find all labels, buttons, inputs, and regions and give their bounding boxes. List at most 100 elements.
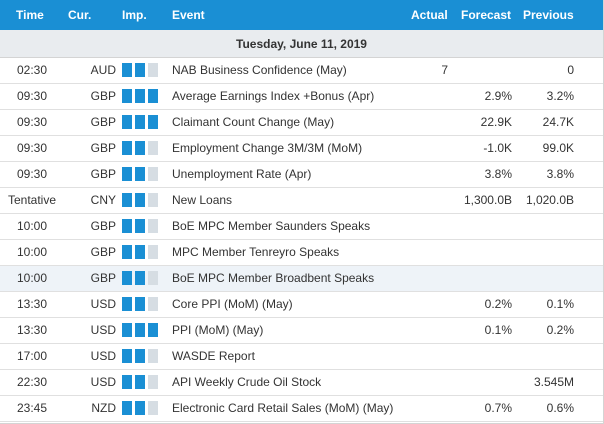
event-name[interactable]: Unemployment Rate (Apr) <box>172 167 312 181</box>
event-previous: 99.0K <box>542 141 574 155</box>
event-row[interactable]: 13:30 USD PPI (MoM) (May) 0.1% 0.2% <box>0 318 603 344</box>
previous-column-header[interactable]: Previous <box>523 8 574 22</box>
currency-column-header[interactable]: Cur. <box>68 8 92 22</box>
impact-indicator <box>122 89 160 103</box>
event-time: 09:30 <box>16 141 48 155</box>
impact-bar-icon <box>135 271 145 285</box>
impact-indicator <box>122 375 160 389</box>
event-previous: 3.2% <box>546 89 574 103</box>
event-currency: USD <box>90 375 116 389</box>
event-forecast: 0.7% <box>484 401 512 415</box>
event-name[interactable]: PPI (MoM) (May) <box>172 323 264 337</box>
event-row[interactable]: 17:00 USD WASDE Report <box>0 344 603 370</box>
impact-indicator <box>122 141 160 155</box>
event-name[interactable]: New Loans <box>172 193 233 207</box>
importance-column-header[interactable]: Imp. <box>122 8 147 22</box>
event-name[interactable]: Claimant Count Change (May) <box>172 115 335 129</box>
impact-bar-icon <box>148 167 158 181</box>
event-currency: CNY <box>90 193 116 207</box>
impact-bar-icon <box>122 63 132 77</box>
event-previous: 0.2% <box>546 323 574 337</box>
event-currency: GBP <box>90 245 116 259</box>
event-row[interactable]: 22:30 USD API Weekly Crude Oil Stock 3.545M <box>0 370 603 396</box>
event-row[interactable]: Tentative CNY New Loans 1,300.0B 1,020.0B <box>0 188 603 214</box>
impact-bar-icon <box>148 297 158 311</box>
impact-bar-icon <box>135 349 145 363</box>
event-row[interactable]: 09:30 GBP Average Earnings Index +Bonus (A… <box>0 84 603 110</box>
event-name[interactable]: Core PPI (MoM) (May) <box>172 297 293 311</box>
time-column-header[interactable]: Time <box>16 8 44 22</box>
impact-bar-icon <box>122 115 132 129</box>
date-header: Tuesday, June 11, 2019 <box>0 30 603 58</box>
event-currency: GBP <box>90 89 116 103</box>
event-name[interactable]: Average Earnings Index +Bonus (Apr) <box>172 89 375 103</box>
impact-indicator <box>122 167 160 181</box>
event-time: 13:30 <box>16 323 48 337</box>
event-previous: 3.8% <box>546 167 574 181</box>
impact-bar-icon <box>148 401 158 415</box>
event-row[interactable]: 09:30 GBP Employment Change 3M/3M (MoM) -1.… <box>0 136 603 162</box>
impact-indicator <box>122 297 160 311</box>
impact-bar-icon <box>148 115 158 129</box>
event-forecast: -1.0K <box>483 141 512 155</box>
impact-bar-icon <box>148 349 158 363</box>
event-forecast: 2.9% <box>484 89 512 103</box>
event-row[interactable]: 13:30 USD Core PPI (MoM) (May) 0.2% 0.1% <box>0 292 603 318</box>
event-time: 10:00 <box>16 219 48 233</box>
impact-bar-icon <box>135 167 145 181</box>
impact-bar-icon <box>122 349 132 363</box>
event-name[interactable]: MPC Member Tenreyro Speaks <box>172 245 340 259</box>
impact-indicator <box>122 245 160 259</box>
impact-bar-icon <box>148 89 158 103</box>
event-currency: AUD <box>90 63 116 77</box>
event-forecast: 0.1% <box>484 323 512 337</box>
event-forecast: 1,300.0B <box>463 193 512 207</box>
event-name[interactable]: NAB Business Confidence (May) <box>172 63 347 77</box>
event-name[interactable]: WASDE Report <box>172 349 255 363</box>
impact-bar-icon <box>148 63 158 77</box>
impact-bar-icon <box>135 297 145 311</box>
impact-bar-icon <box>148 141 158 155</box>
actual-column-header[interactable]: Actual <box>411 8 448 22</box>
event-column-header[interactable]: Event <box>172 8 205 22</box>
impact-bar-icon <box>122 297 132 311</box>
impact-bar-icon <box>148 323 158 337</box>
impact-bar-icon <box>148 245 158 259</box>
event-row[interactable]: 10:00 GBP MPC Member Tenreyro Speaks <box>0 240 603 266</box>
event-row[interactable]: 09:30 GBP Unemployment Rate (Apr) 3.8% 3.8% <box>0 162 603 188</box>
event-forecast: 22.9K <box>480 115 512 129</box>
event-row[interactable]: 10:00 GBP BoE MPC Member Broadbent Speaks <box>0 266 603 292</box>
impact-bar-icon <box>135 141 145 155</box>
event-name[interactable]: BoE MPC Member Broadbent Speaks <box>172 271 375 285</box>
impact-indicator <box>122 63 160 77</box>
impact-bar-icon <box>122 219 132 233</box>
event-currency: GBP <box>90 141 116 155</box>
event-time: 09:30 <box>16 89 48 103</box>
event-name[interactable]: Electronic Card Retail Sales (MoM) (May) <box>172 401 394 415</box>
event-name[interactable]: BoE MPC Member Saunders Speaks <box>172 219 371 233</box>
impact-bar-icon <box>135 375 145 389</box>
forecast-column-header[interactable]: Forecast <box>461 8 512 22</box>
impact-bar-icon <box>122 141 132 155</box>
impact-indicator <box>122 349 160 363</box>
event-time: Tentative <box>7 193 57 207</box>
impact-indicator <box>122 219 160 233</box>
event-previous: 1,020.0B <box>525 193 574 207</box>
impact-bar-icon <box>122 89 132 103</box>
event-actual: 7 <box>441 63 448 77</box>
event-currency: USD <box>90 323 116 337</box>
event-name[interactable]: Employment Change 3M/3M (MoM) <box>172 141 363 155</box>
event-row[interactable]: 23:45 NZD Electronic Card Retail Sales (Mo… <box>0 396 603 422</box>
impact-bar-icon <box>135 401 145 415</box>
event-row[interactable]: 02:30 AUD NAB Business Confidence (May) 7 0 <box>0 58 603 84</box>
event-row[interactable]: 10:00 GBP BoE MPC Member Saunders Speaks <box>0 214 603 240</box>
impact-indicator <box>122 323 160 337</box>
impact-bar-icon <box>135 323 145 337</box>
event-name[interactable]: API Weekly Crude Oil Stock <box>172 375 322 389</box>
event-row[interactable]: 09:30 GBP Claimant Count Change (May) 22.9K… <box>0 110 603 136</box>
event-currency: GBP <box>90 271 116 285</box>
event-previous: 0 <box>567 63 574 77</box>
event-time: 23:45 <box>16 401 48 415</box>
impact-indicator <box>122 193 160 207</box>
impact-indicator <box>122 115 160 129</box>
